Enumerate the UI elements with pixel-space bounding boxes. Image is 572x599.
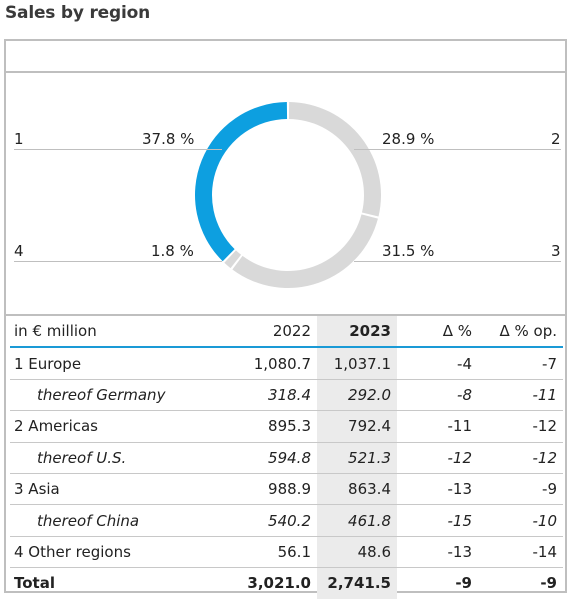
table-cell: thereof U.S. <box>10 442 230 474</box>
label-line-4 <box>14 261 222 262</box>
table-cell: -12 <box>478 410 563 443</box>
page-title: Sales by region <box>5 3 150 23</box>
total-row: Total 3,021.0 2,741.5 -9 -9 <box>10 567 563 599</box>
subregion-row: thereof Germany 318.4 292.0 -8 -11 <box>10 379 563 412</box>
table-cell: 895.3 <box>230 410 317 443</box>
table-cell: -9 <box>455 574 472 593</box>
table-cell: -4 <box>397 347 478 380</box>
slice-number-2: 2 <box>551 130 561 148</box>
donut-slice-3 <box>232 214 378 288</box>
table-cell: -12 <box>478 442 563 474</box>
label-line-2 <box>354 149 561 150</box>
donut-chart <box>195 102 381 288</box>
table-cell: 540.2 <box>230 504 317 537</box>
table-cell: 521.3 <box>317 442 397 474</box>
table-cell: 318.4 <box>230 379 317 412</box>
table-cell: 4 Other regions <box>10 536 230 569</box>
donut-chart-area: 1 37.8 % 28.9 % 2 4 1.8 % 31.5 % 3 <box>6 73 565 313</box>
region-row: 1 Europe 1,080.7 1,037.1 -4 -7 <box>10 347 563 380</box>
table-cell: -8 <box>397 379 478 412</box>
sales-table-wrapper: in € million 2022 2023 Δ % Δ % op. 1 Europe 1,… <box>6 314 565 599</box>
table-cell: 1,037.1 <box>317 347 397 380</box>
column-header: in € million <box>10 316 230 349</box>
table-cell: -13 <box>397 473 478 506</box>
table-cell: 594.8 <box>230 442 317 474</box>
subregion-row: thereof China 540.2 461.8 -15 -10 <box>10 504 563 537</box>
table-cell: -11 <box>478 379 563 412</box>
table-cell: 3,021.0 <box>247 574 311 593</box>
panel-header <box>6 41 565 73</box>
slice-number-1: 1 <box>14 130 24 148</box>
slice-number-4: 4 <box>14 242 24 260</box>
table-cell: 461.8 <box>317 504 397 537</box>
donut-slice-2 <box>288 102 381 217</box>
table-cell: 3 Asia <box>10 473 230 506</box>
table-cell: -15 <box>397 504 478 537</box>
table-cell: 863.4 <box>317 473 397 506</box>
table-cell: -9 <box>478 473 563 506</box>
subregion-row: thereof U.S. 594.8 521.3 -12 -12 <box>10 442 563 474</box>
donut-slice-1 <box>195 102 288 262</box>
table-cell: 292.0 <box>317 379 397 412</box>
region-row: 2 Americas 895.3 792.4 -11 -12 <box>10 410 563 443</box>
slice-percent-3: 31.5 % <box>382 242 435 260</box>
table-cell: 2 Americas <box>10 410 230 443</box>
chart-panel: 1 37.8 % 28.9 % 2 4 1.8 % 31.5 % 3 in € … <box>4 39 567 599</box>
label-line-1 <box>14 149 222 150</box>
table-cell: 792.4 <box>317 410 397 443</box>
column-header: Δ % <box>397 316 478 349</box>
table-cell: -10 <box>478 504 563 537</box>
table-cell: -14 <box>478 536 563 569</box>
table-cell: -13 <box>397 536 478 569</box>
table-cell: thereof China <box>10 504 230 537</box>
table-cell: -12 <box>397 442 478 474</box>
column-header: 2022 <box>230 316 317 349</box>
table-cell: 1,080.7 <box>230 347 317 380</box>
table-cell: -7 <box>478 347 563 380</box>
table-cell: 2,741.5 <box>317 567 397 599</box>
table-cell: 988.9 <box>230 473 317 506</box>
column-header: 2023 <box>317 316 397 349</box>
region-row: 4 Other regions 56.1 48.6 -13 -14 <box>10 536 563 569</box>
sales-table: in € million 2022 2023 Δ % Δ % op. 1 Europe 1,… <box>10 316 563 599</box>
table-cell: 56.1 <box>230 536 317 569</box>
table-cell: Total <box>14 574 55 593</box>
donut-slice-4 <box>224 250 242 269</box>
column-header: Δ % op. <box>478 316 563 349</box>
label-line-3 <box>354 261 561 262</box>
table-header-row: in € million 2022 2023 Δ % Δ % op. <box>10 316 563 349</box>
table-cell: -11 <box>397 410 478 443</box>
table-cell: thereof Germany <box>10 379 230 412</box>
table-cell: 1 Europe <box>10 347 230 380</box>
slice-percent-1: 37.8 % <box>142 130 195 148</box>
slice-percent-2: 28.9 % <box>382 130 435 148</box>
table-cell: 48.6 <box>317 536 397 569</box>
slice-percent-4: 1.8 % <box>151 242 194 260</box>
table-cell: -9 <box>540 574 557 593</box>
slice-number-3: 3 <box>551 242 561 260</box>
region-row: 3 Asia 988.9 863.4 -13 -9 <box>10 473 563 506</box>
